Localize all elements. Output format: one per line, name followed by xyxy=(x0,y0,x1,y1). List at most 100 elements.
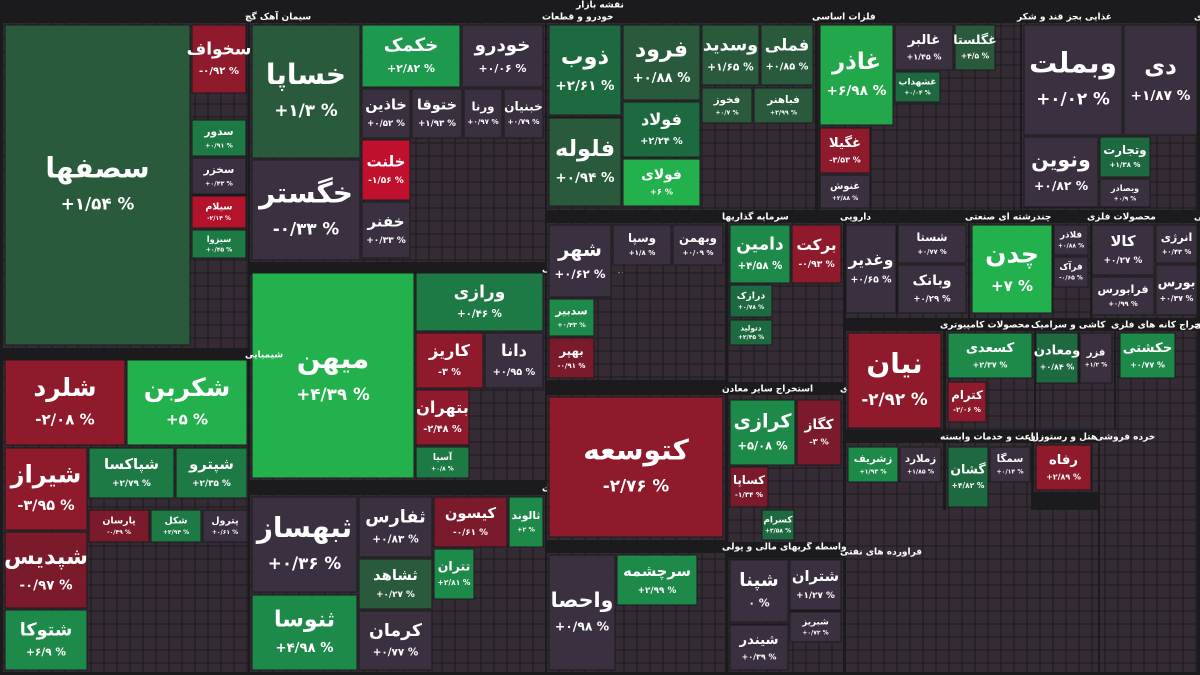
stock-change: +۱/۵۴ % xyxy=(61,194,135,214)
stock-change: -۲/۴۸ % xyxy=(423,424,462,435)
stock-change: -۰/۹۱ % xyxy=(558,361,586,370)
stock-tile xyxy=(4,531,88,609)
stock-name: شلرد xyxy=(33,373,96,403)
stock-name: سیزوا xyxy=(207,234,231,245)
stock-change: +۲/۸۸ % xyxy=(832,195,858,202)
stock-name: فرابورس xyxy=(1097,283,1148,296)
stock-tile xyxy=(971,224,1053,314)
stock-name: وغدیر xyxy=(848,251,894,269)
stock-tile xyxy=(729,466,769,508)
stock-name: شیندر xyxy=(738,633,778,648)
sector: انبوه سازی املاک و مستغلاتثبهساز+۰/۳۶ %ث… xyxy=(250,485,671,672)
stock-change: +۰/۸۸ % xyxy=(633,71,691,86)
stock-change: +۲/۸۹ % xyxy=(1046,472,1081,481)
sector-title: چندرشته ای صنعتی xyxy=(965,213,1051,223)
stock-tile xyxy=(358,558,433,610)
stock-change: -۰/۶۵ % xyxy=(1059,275,1083,282)
stock-change: +۰/۶۵ % xyxy=(850,274,892,285)
sector-title: زراعت و خدمات وابسته xyxy=(940,433,1044,443)
stock-tile xyxy=(616,554,698,606)
stock-tile xyxy=(1091,224,1155,276)
stock-tile xyxy=(1023,24,1123,136)
stock-name: شتران xyxy=(792,568,839,585)
stock-name: چدن xyxy=(985,239,1039,268)
stock-change: ۰ % xyxy=(748,597,769,610)
sector: چندرشته ای صنعتی شستا +۰/۷۷ % وغدیر +۰/۶۵ % و… xyxy=(845,213,1051,318)
sector-title: شیمیایی xyxy=(245,351,283,361)
stock-name: وتجارت xyxy=(1103,143,1146,158)
stock-tile xyxy=(175,447,248,499)
stock-tile xyxy=(358,496,433,558)
stock-tile xyxy=(622,24,701,101)
sector: سیمان آهک گچ سصفها +۱/۵۴ % سخواف -۰/۹۲ % سدور… xyxy=(3,11,311,348)
stock-tile xyxy=(1053,256,1089,288)
stock-change: +۵/۰۸ % xyxy=(737,438,788,452)
stock-tile xyxy=(847,332,942,429)
stock-change: +۰/۳۹ % xyxy=(742,652,777,661)
stock-name: فرآک xyxy=(1059,261,1083,273)
stock-tile xyxy=(548,117,622,207)
stock-name: شکربن xyxy=(144,373,231,403)
stock-tile xyxy=(897,264,967,314)
stock-tile xyxy=(947,332,1033,379)
stock-change: +۰/۹۷ % xyxy=(467,117,498,126)
stock-name: خفنر xyxy=(366,212,404,230)
stock-change: +۶/۹ % xyxy=(26,646,66,658)
stock-name: وبانک xyxy=(912,273,951,289)
stock-tile xyxy=(251,159,361,261)
stock-name: فخوز xyxy=(713,94,741,106)
stock-tile xyxy=(411,88,463,139)
stock-name: دی xyxy=(1144,54,1177,80)
stock-change: -۲/۰۶ % xyxy=(953,405,981,414)
stock-name: کاریز xyxy=(428,341,470,360)
sector: واسطه گریهای مالی و پولی واحصا +۰/۹۸ % سرچش… xyxy=(547,541,847,672)
stock-change: -۳ % xyxy=(438,367,461,378)
stock-change: +۱/۶۵ % xyxy=(707,61,754,73)
stock-name: غگیلا xyxy=(829,134,861,151)
stock-change: +۰/۸ % xyxy=(431,465,454,472)
stock-tile xyxy=(819,24,894,126)
stock-name: ذوب xyxy=(561,44,609,70)
stock-change: +۰/۸۸ % xyxy=(1058,243,1084,250)
stock-change: +۰/۳۳ % xyxy=(366,236,405,246)
sector-title: بانکها و موسسات اعتباری xyxy=(1194,13,1200,23)
stock-change: +۰/۲۷ % xyxy=(376,590,415,600)
sector: شیمیایی شلرد -۲/۰۸ % شکربن +۵ % شیراز -۳/۹۵ % ش… xyxy=(3,351,283,672)
stock-change: +۱/۸۵ % xyxy=(907,469,934,476)
stock-name: تتران xyxy=(438,559,471,574)
stock-change: +۰/۷۷ % xyxy=(917,248,947,256)
stock-change: -۳/۹۵ % xyxy=(17,498,75,514)
stock-change: +۰/۰۹ % xyxy=(683,248,714,257)
stock-tile xyxy=(191,229,247,259)
sector-title: سرمایه گذاریها xyxy=(722,211,789,223)
stock-tile xyxy=(548,24,622,116)
stock-change: +۲/۸۲ % xyxy=(387,62,435,75)
stock-name: بهپر xyxy=(558,344,583,359)
stock-tile xyxy=(548,224,612,298)
stock-name: شپدیس xyxy=(4,544,88,570)
stock-change: +۰/۴۳ % xyxy=(205,180,233,187)
stock-name: سدبیر xyxy=(554,305,587,318)
sector-title: دارویی xyxy=(840,213,871,223)
stock-name: زملارد xyxy=(905,453,936,465)
stock-tile xyxy=(847,446,899,483)
sector: محصولات کامپیوتری نیان -۲/۹۲ % xyxy=(846,321,1030,430)
sector: خودرو و قطعات خساپا +۱/۳ % خگستر -۰/۳۳ % خکمک… xyxy=(250,13,614,262)
stock-change: +۰/۷۷ % xyxy=(373,647,419,659)
stock-change: +۰/۷۷ % xyxy=(1130,360,1165,369)
stock-tile xyxy=(508,496,544,548)
stock-name: وبهمن xyxy=(679,231,717,246)
stock-tile xyxy=(729,624,789,671)
stock-change: -۰/۳۳ % xyxy=(273,219,340,239)
stock-change: +۱/۲۷ % xyxy=(796,591,835,601)
stock-change: +۰/۹۸ % xyxy=(555,619,609,633)
stock-change: +۰/۴۳ % xyxy=(557,321,586,329)
stock-change: +۰/۹۱ % xyxy=(205,142,233,149)
stock-tile xyxy=(1053,224,1089,256)
sector: محصولات فلزی چدن +۷ % فلاذر +۰/۸۸ % فرآک -۰/۶۵… xyxy=(970,213,1156,318)
stock-change: -۲/۱۴ % xyxy=(207,215,231,222)
sector: فلزات اساسی ذوب +۲/۶۱ % فرود +۰/۸۸ % وسدید +۱/… xyxy=(547,13,876,210)
stock-tile xyxy=(202,509,248,543)
stock-name: کرمان xyxy=(369,621,423,641)
stock-change: +۰/۳۷ % xyxy=(1160,294,1194,303)
